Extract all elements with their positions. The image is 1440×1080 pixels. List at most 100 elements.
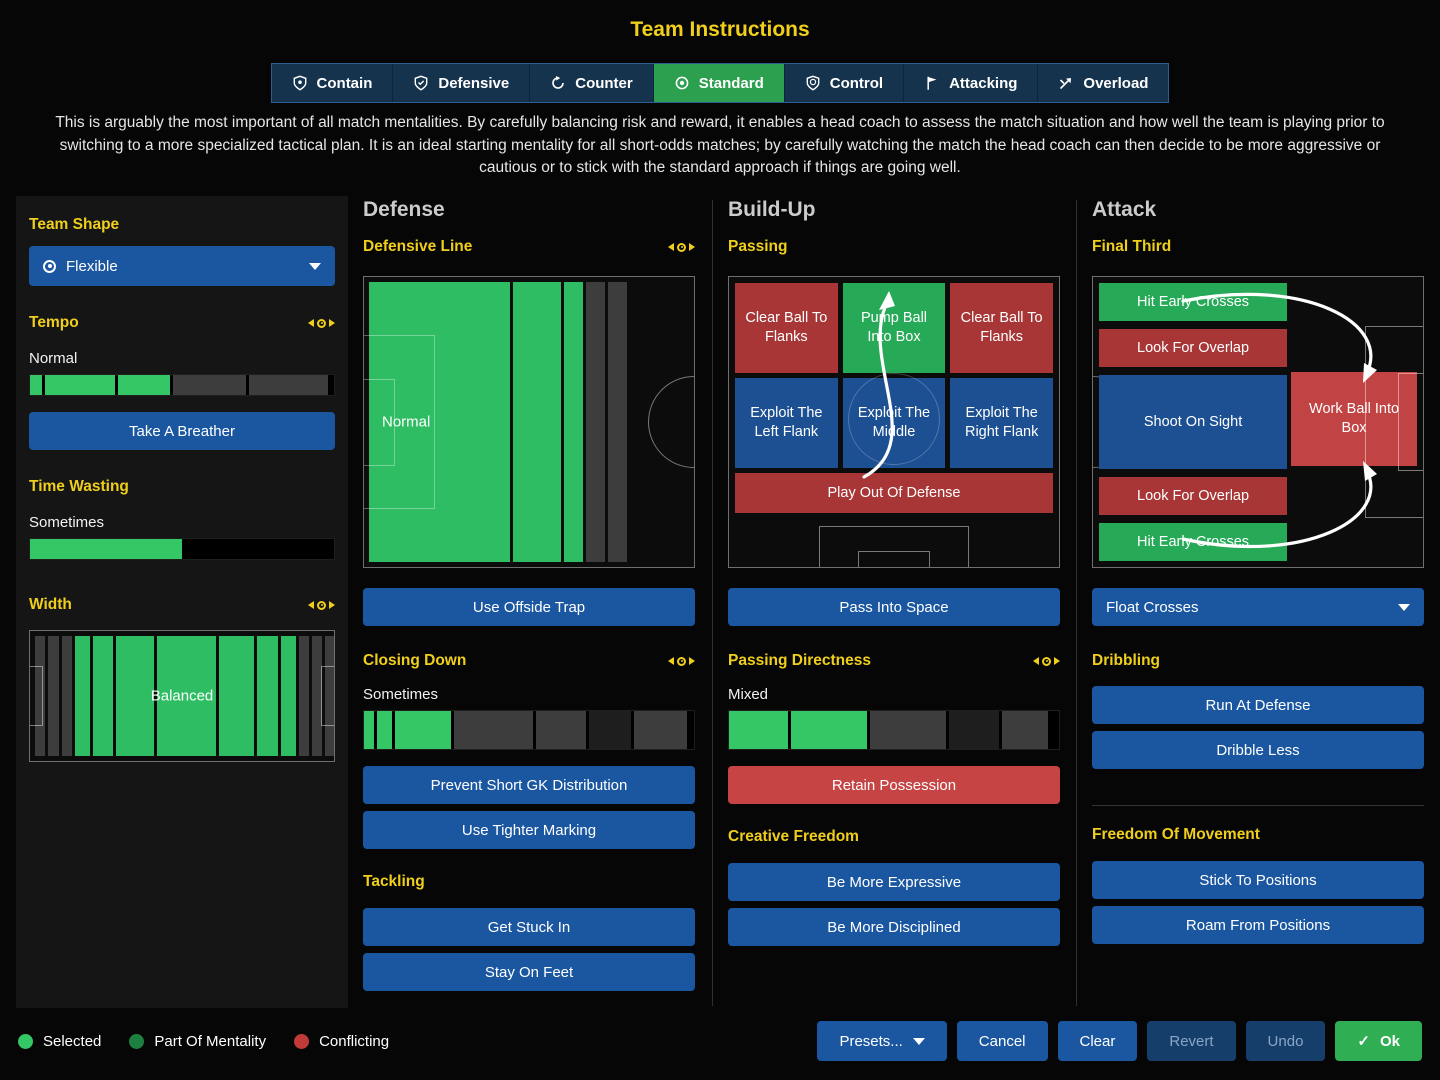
tab-counter[interactable]: Counter bbox=[530, 64, 654, 102]
slider-segment bbox=[35, 636, 46, 756]
slider-segment bbox=[74, 636, 90, 756]
penalty-box-marking bbox=[819, 526, 969, 567]
float-crosses-dropdown[interactable]: Float Crosses bbox=[1092, 588, 1424, 626]
zone-exploit-the-left-flank[interactable]: Exploit The Left Flank bbox=[735, 378, 838, 468]
be-more-disciplined-button[interactable]: Be More Disciplined bbox=[728, 908, 1060, 946]
final-third-label: Final Third bbox=[1092, 238, 1172, 255]
creative-freedom-label: Creative Freedom bbox=[728, 828, 859, 845]
legend-label: Part Of Mentality bbox=[154, 1032, 267, 1050]
passing-directness-slider[interactable] bbox=[728, 710, 1060, 750]
closing-down-slider[interactable] bbox=[363, 710, 695, 750]
passing-directness-adjust-icon[interactable] bbox=[1033, 656, 1060, 666]
closing-down-label: Closing Down bbox=[363, 652, 467, 669]
width-adjust-icon[interactable] bbox=[308, 600, 335, 610]
tab-control[interactable]: Control bbox=[784, 64, 905, 102]
take-a-breather-button[interactable]: Take A Breather bbox=[29, 412, 335, 450]
tempo-adjust-icon[interactable] bbox=[308, 318, 335, 328]
tab-standard[interactable]: Standard bbox=[653, 64, 785, 102]
tab-defensive[interactable]: Defensive bbox=[393, 64, 531, 102]
passing-directness-label: Passing Directness bbox=[728, 652, 872, 669]
defensive-line-value: Normal bbox=[382, 413, 431, 431]
use-tighter-marking-button[interactable]: Use Tighter Marking bbox=[363, 811, 695, 849]
legend-part-of-mentality: Part Of Mentality bbox=[129, 1033, 266, 1050]
defensive-line-adjust-icon[interactable] bbox=[668, 242, 695, 252]
tab-attacking[interactable]: Attacking bbox=[904, 64, 1039, 102]
column-divider bbox=[1076, 200, 1077, 1006]
time-wasting-slider[interactable] bbox=[29, 538, 335, 560]
stick-to-positions-button[interactable]: Stick To Positions bbox=[1092, 861, 1424, 899]
chevron-down-icon bbox=[1398, 603, 1410, 611]
zone-look-for-overlap-bottom[interactable]: Look For Overlap bbox=[1099, 477, 1288, 515]
zone-shoot-on-sight[interactable]: Shoot On Sight bbox=[1099, 375, 1288, 469]
dribble-less-button[interactable]: Dribble Less bbox=[1092, 731, 1424, 769]
slider-segment bbox=[298, 636, 309, 756]
width-value: Balanced bbox=[150, 687, 214, 705]
run-at-defense-button[interactable]: Run At Defense bbox=[1092, 686, 1424, 724]
team-shape-dropdown[interactable]: Flexible bbox=[29, 246, 335, 286]
cancel-button[interactable]: Cancel bbox=[956, 1021, 1048, 1061]
zone-hit-early-crosses-top[interactable]: Hit Early Crosses bbox=[1099, 283, 1288, 321]
roam-from-positions-button[interactable]: Roam From Positions bbox=[1092, 906, 1424, 944]
legend-label: Conflicting bbox=[319, 1032, 390, 1050]
tempo-slider[interactable] bbox=[29, 374, 335, 396]
slider-segment bbox=[116, 636, 155, 756]
retain-possession-button[interactable]: Retain Possession bbox=[728, 766, 1060, 804]
legend: Selected Part Of Mentality Conflicting bbox=[18, 1033, 389, 1050]
clear-button[interactable]: Clear bbox=[1057, 1021, 1138, 1061]
attack-column: Attack Final Third Hit Early Crosses Loo… bbox=[1092, 198, 1424, 1008]
slider-segment bbox=[376, 711, 392, 749]
attack-heading: Attack bbox=[1092, 198, 1157, 221]
slider-segment bbox=[585, 282, 606, 562]
closing-down-adjust-icon[interactable] bbox=[668, 656, 695, 666]
overload-icon bbox=[1058, 75, 1074, 91]
slider-segment bbox=[157, 636, 217, 756]
zone-exploit-the-right-flank[interactable]: Exploit The Right Flank bbox=[950, 378, 1053, 468]
ok-label: Ok bbox=[1379, 1032, 1400, 1050]
be-more-expressive-button[interactable]: Be More Expressive bbox=[728, 863, 1060, 901]
zone-work-ball-into-box[interactable]: Work Ball Into Box bbox=[1291, 372, 1417, 466]
presets-button[interactable]: Presets... bbox=[817, 1021, 947, 1061]
undo-button[interactable]: Undo bbox=[1245, 1021, 1326, 1061]
tackling-label: Tackling bbox=[363, 873, 425, 890]
goal-box-marking bbox=[858, 551, 930, 567]
zone-play-out-of-defense[interactable]: Play Out Of Defense bbox=[735, 473, 1053, 513]
defensive-line-visualization[interactable]: Normal bbox=[363, 276, 695, 568]
slider-segment bbox=[30, 539, 182, 559]
slider-segment bbox=[311, 636, 323, 756]
attacking-icon bbox=[924, 75, 940, 91]
zone-exploit-the-middle[interactable]: Exploit The Middle bbox=[842, 378, 946, 468]
part-of-mentality-dot-icon bbox=[129, 1033, 145, 1049]
presets-label: Presets... bbox=[839, 1032, 903, 1050]
slider-segment bbox=[280, 636, 296, 756]
tab-contain[interactable]: Contain bbox=[271, 64, 394, 102]
slider-segment bbox=[512, 282, 561, 562]
closing-down-value: Sometimes bbox=[363, 686, 439, 703]
passing-directness-value: Mixed bbox=[728, 686, 769, 703]
zone-hit-early-crosses-bottom[interactable]: Hit Early Crosses bbox=[1099, 523, 1288, 561]
stay-on-feet-button[interactable]: Stay On Feet bbox=[363, 953, 695, 991]
slider-segment bbox=[453, 711, 534, 749]
get-stuck-in-button[interactable]: Get Stuck In bbox=[363, 908, 695, 946]
slider-segment bbox=[30, 375, 43, 395]
team-shape-panel: Team Shape Flexible Tempo Normal Take A … bbox=[16, 196, 348, 1008]
slider-segment bbox=[219, 636, 255, 756]
use-offside-trap-button[interactable]: Use Offside Trap bbox=[363, 588, 695, 626]
slider-segment bbox=[172, 375, 246, 395]
zone-clear-ball-to-flanks-left[interactable]: Clear Ball To Flanks bbox=[735, 283, 838, 373]
float-crosses-value: Float Crosses bbox=[1106, 598, 1199, 616]
slider-segment bbox=[61, 636, 72, 756]
chevron-down-icon bbox=[912, 1037, 925, 1045]
width-visualization[interactable]: Balanced bbox=[29, 630, 335, 762]
ok-button[interactable]: ✓ Ok bbox=[1335, 1021, 1422, 1061]
prevent-short-gk-distribution-button[interactable]: Prevent Short GK Distribution bbox=[363, 766, 695, 804]
revert-button[interactable]: Revert bbox=[1147, 1021, 1236, 1061]
zone-look-for-overlap-top[interactable]: Look For Overlap bbox=[1099, 329, 1288, 367]
zone-clear-ball-to-flanks-right[interactable]: Clear Ball To Flanks bbox=[950, 283, 1053, 373]
footer-bar: Selected Part Of Mentality Conflicting P… bbox=[0, 1018, 1440, 1064]
tab-overload[interactable]: Overload bbox=[1038, 64, 1169, 102]
zone-pump-ball-into-box[interactable]: Pump Ball Into Box bbox=[842, 283, 946, 373]
pass-into-space-button[interactable]: Pass Into Space bbox=[728, 588, 1060, 626]
check-icon: ✓ bbox=[1357, 1033, 1370, 1050]
defensive-line-stripes bbox=[369, 282, 689, 562]
slider-segment bbox=[48, 636, 59, 756]
